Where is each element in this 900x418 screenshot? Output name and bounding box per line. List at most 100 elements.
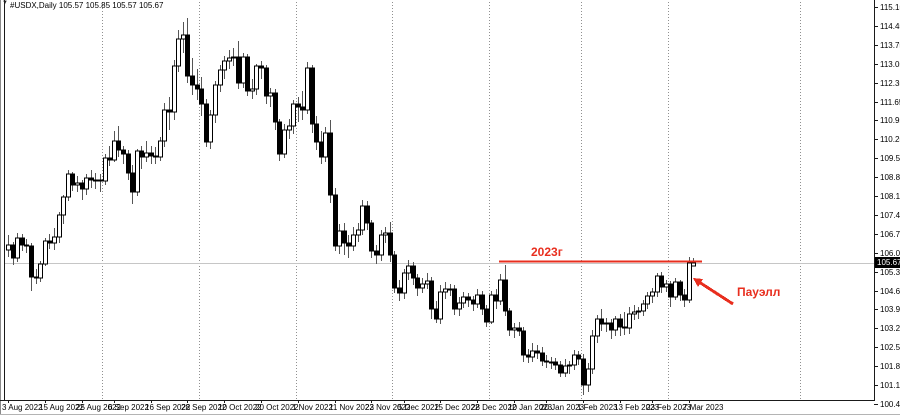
bear-candle bbox=[415, 277, 420, 289]
price-tick bbox=[874, 328, 878, 329]
bear-candle bbox=[484, 308, 489, 323]
date-tick bbox=[477, 400, 478, 403]
bear-candle bbox=[245, 56, 250, 92]
bull-candle bbox=[530, 350, 535, 358]
date-tick bbox=[620, 400, 621, 403]
price-label: 105.35 bbox=[880, 268, 900, 277]
date-label: 10 Jan 2023 bbox=[508, 403, 553, 412]
bear-candle bbox=[47, 240, 52, 244]
bear-candle bbox=[130, 172, 135, 193]
bear-candle bbox=[20, 237, 25, 246]
bear-candle bbox=[190, 75, 195, 86]
bull-candle bbox=[595, 318, 600, 337]
bear-candle bbox=[333, 194, 338, 247]
bear-candle bbox=[609, 322, 614, 331]
bear-candle bbox=[678, 281, 683, 296]
bear-candle bbox=[314, 123, 319, 143]
price-label: 112.35 bbox=[880, 79, 900, 88]
price-tick bbox=[874, 404, 878, 405]
chart-title: #USDX,Daily 105.57 105.85 105.57 105.67 bbox=[10, 1, 164, 10]
bull-candle bbox=[461, 296, 466, 304]
bear-candle bbox=[581, 358, 586, 386]
bear-candle bbox=[300, 106, 305, 111]
bear-candle bbox=[434, 308, 439, 320]
year-annotation[interactable]: 2023г bbox=[531, 245, 563, 259]
bear-candle bbox=[195, 84, 200, 90]
bull-candle bbox=[572, 354, 577, 366]
price-label: 106.75 bbox=[880, 230, 900, 239]
price-label: 111.65 bbox=[880, 98, 900, 107]
price-tick bbox=[874, 366, 878, 367]
bull-candle bbox=[673, 281, 678, 298]
bull-candle bbox=[448, 288, 453, 291]
bull-candle bbox=[567, 364, 572, 367]
date-tick bbox=[45, 400, 46, 403]
price-tick bbox=[874, 139, 878, 140]
price-tick bbox=[874, 309, 878, 310]
price-axis-separator bbox=[874, 0, 875, 400]
current-price-badge: 105.67 bbox=[875, 257, 900, 268]
price-tick bbox=[874, 215, 878, 216]
bull-candle bbox=[512, 327, 517, 331]
bull-candle bbox=[650, 291, 655, 297]
price-label: 100.45 bbox=[880, 400, 900, 409]
bull-candle bbox=[291, 103, 296, 127]
date-label: 16 Sep 2022 bbox=[145, 403, 191, 412]
date-tick bbox=[82, 400, 83, 403]
bull-candle bbox=[632, 311, 637, 315]
bull-candle bbox=[425, 280, 430, 285]
bear-candle bbox=[236, 56, 241, 84]
bear-candle bbox=[429, 280, 434, 310]
bear-candle bbox=[259, 65, 264, 69]
bear-candle bbox=[153, 155, 158, 158]
bull-candle bbox=[687, 262, 692, 301]
date-label: 3 Aug 2022 bbox=[2, 403, 43, 412]
date-label: 11 Nov 2022 bbox=[329, 403, 374, 412]
bull-candle bbox=[250, 88, 255, 92]
bull-candle bbox=[241, 56, 246, 84]
bull-candle bbox=[691, 262, 696, 267]
symbol-marker-icon[interactable]: ▼ bbox=[2, 0, 8, 6]
price-label: 114.45 bbox=[880, 22, 900, 31]
bear-candle bbox=[374, 250, 379, 256]
bear-candle bbox=[328, 132, 333, 196]
bear-candle bbox=[107, 157, 112, 161]
date-tick bbox=[514, 400, 515, 403]
price-label: 103.95 bbox=[880, 305, 900, 314]
price-tick bbox=[874, 196, 878, 197]
powell-annotation[interactable]: Пауэлл bbox=[737, 285, 781, 299]
bull-candle bbox=[287, 125, 292, 131]
date-tick bbox=[224, 400, 225, 403]
price-tick bbox=[874, 120, 878, 121]
date-label: 6 Sep 2022 bbox=[108, 403, 149, 412]
window-bottom-border bbox=[0, 414, 900, 415]
price-tick bbox=[874, 102, 878, 103]
bull-candle bbox=[158, 140, 163, 158]
date-label: 5 Dec 2022 bbox=[398, 403, 439, 412]
bull-candle bbox=[586, 368, 591, 386]
bull-candle bbox=[61, 196, 66, 216]
time-axis-separator bbox=[0, 400, 875, 401]
bear-candle bbox=[682, 294, 687, 301]
date-label: 20 Oct 2022 bbox=[255, 403, 299, 412]
bull-candle bbox=[162, 109, 167, 142]
date-label: 1 Nov 2022 bbox=[292, 403, 333, 412]
date-label: 1 Feb 2023 bbox=[577, 403, 618, 412]
bear-candle bbox=[452, 288, 457, 310]
bear-candle bbox=[98, 179, 103, 182]
price-label: 102.55 bbox=[880, 343, 900, 352]
price-label: 115.15 bbox=[880, 3, 900, 12]
bull-candle bbox=[337, 230, 342, 247]
bear-candle bbox=[70, 173, 75, 186]
date-label: 7 Mar 2023 bbox=[683, 403, 724, 412]
bear-candle bbox=[185, 34, 190, 77]
bear-candle bbox=[319, 141, 324, 158]
bear-candle bbox=[126, 153, 131, 174]
bear-candle bbox=[503, 279, 508, 312]
powell-arrow[interactable] bbox=[698, 280, 734, 306]
bull-candle bbox=[443, 288, 448, 293]
bull-candle bbox=[135, 150, 140, 193]
bear-candle bbox=[369, 222, 374, 252]
